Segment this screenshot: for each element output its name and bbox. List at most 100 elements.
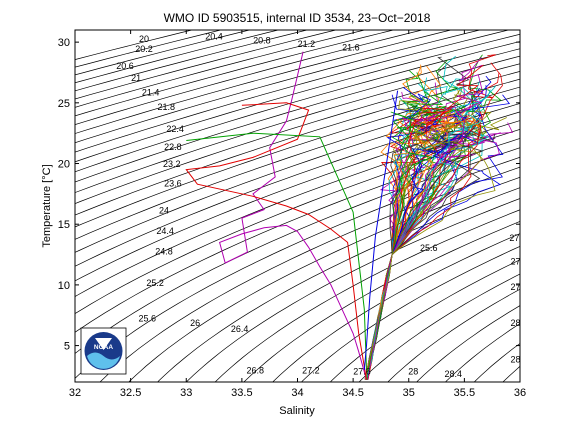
density-isoline bbox=[75, 48, 520, 183]
density-isoline bbox=[243, 221, 520, 382]
x-tick-label: 35 bbox=[403, 387, 415, 399]
density-label: 25.6 bbox=[139, 313, 157, 323]
density-isoline bbox=[75, 30, 280, 84]
density-isoline bbox=[75, 111, 520, 282]
density-isoline bbox=[75, 30, 395, 117]
x-tick-label: 33.5 bbox=[231, 387, 252, 399]
density-isoline bbox=[75, 86, 520, 240]
density-label: 27 bbox=[511, 282, 521, 292]
density-isoline bbox=[75, 33, 520, 163]
ts-profile-1 bbox=[185, 102, 367, 380]
density-label: 25.6 bbox=[420, 243, 438, 253]
density-label: 27.6 bbox=[353, 367, 371, 377]
density-isoline bbox=[358, 273, 520, 382]
y-tick-label: 30 bbox=[58, 37, 70, 49]
density-isoline bbox=[75, 138, 520, 333]
density-isoline bbox=[128, 176, 520, 382]
density-isoline bbox=[272, 233, 520, 382]
y-tick-label: 25 bbox=[58, 98, 70, 110]
density-label: 20.6 bbox=[116, 61, 134, 71]
density-isoline bbox=[75, 63, 520, 204]
density-label: 21.4 bbox=[142, 88, 160, 98]
x-tick-label: 36 bbox=[514, 387, 526, 399]
density-label: 21.6 bbox=[342, 43, 360, 53]
density-label: 21.2 bbox=[298, 39, 316, 49]
density-isoline bbox=[387, 288, 520, 382]
x-axis-ticks: 32 32.5 33 33.5 34 34.5 35 35.5 36 bbox=[69, 30, 526, 399]
density-label: 24 bbox=[159, 205, 169, 215]
density-isoline bbox=[75, 30, 482, 144]
density-isoline bbox=[75, 94, 520, 253]
density-isoline bbox=[329, 259, 520, 382]
density-label: 21 bbox=[131, 73, 141, 83]
y-tick-label: 20 bbox=[58, 159, 70, 171]
density-isolines bbox=[75, 30, 520, 382]
density-isoline bbox=[444, 323, 520, 382]
density-label: 20.4 bbox=[205, 32, 223, 42]
density-label: 22.4 bbox=[166, 124, 184, 134]
y-axis-label: Temperature [°C] bbox=[41, 164, 53, 247]
density-isoline bbox=[75, 30, 424, 125]
logo-bird-icon bbox=[95, 338, 112, 350]
density-isoline bbox=[75, 30, 367, 108]
x-tick-label: 34.5 bbox=[342, 387, 363, 399]
density-label: 26.8 bbox=[246, 366, 264, 376]
logo-wave-icon bbox=[87, 352, 120, 369]
density-isoline bbox=[75, 30, 309, 92]
ts-profile-3 bbox=[363, 90, 399, 370]
ts-profile-cloud bbox=[364, 54, 514, 380]
density-isoline bbox=[157, 187, 520, 382]
y-tick-label: 10 bbox=[58, 280, 70, 292]
density-isoline bbox=[75, 30, 252, 76]
density-label: 21.8 bbox=[157, 102, 175, 112]
x-tick-label: 35.5 bbox=[454, 387, 475, 399]
x-tick-label: 32.5 bbox=[120, 387, 141, 399]
ts-cloud-profile bbox=[365, 121, 482, 380]
ts-cloud-profile bbox=[366, 91, 444, 380]
ts-cloud-profile bbox=[365, 105, 473, 380]
density-isoline bbox=[214, 209, 520, 382]
noaa-logo: NOAA bbox=[80, 327, 127, 375]
density-label: 24.4 bbox=[156, 226, 174, 236]
x-tick-label: 33 bbox=[180, 387, 192, 399]
density-isoline bbox=[75, 30, 511, 153]
y-tick-label: 5 bbox=[64, 341, 70, 353]
x-axis-label: Salinity bbox=[279, 405, 315, 417]
ts-profile-0 bbox=[218, 51, 367, 380]
density-label: 27 bbox=[509, 233, 519, 243]
density-isoline bbox=[75, 30, 453, 134]
density-label: 23.6 bbox=[164, 179, 182, 189]
density-label: 20 bbox=[139, 34, 149, 44]
y-axis-ticks: 5 10 15 20 25 30 bbox=[58, 37, 520, 353]
density-label: 23.2 bbox=[163, 159, 181, 169]
ts-cloud-profile bbox=[365, 89, 491, 380]
ts-profiles bbox=[185, 51, 399, 380]
x-tick-label: 32 bbox=[69, 387, 81, 399]
density-isoline bbox=[300, 245, 520, 382]
y-tick-label: 15 bbox=[58, 219, 70, 231]
density-isoline bbox=[185, 198, 520, 382]
density-isoline bbox=[75, 129, 520, 315]
density-label: 26 bbox=[190, 318, 200, 328]
density-isoline bbox=[75, 30, 338, 100]
logo-text: NOAA bbox=[94, 344, 113, 351]
density-label: 25.2 bbox=[146, 278, 164, 288]
ts-profile-2 bbox=[186, 132, 367, 370]
density-label: 20.8 bbox=[253, 35, 271, 45]
density-label: 20.2 bbox=[135, 44, 153, 54]
density-label: 28.4 bbox=[444, 369, 462, 379]
density-label: 27 bbox=[511, 256, 521, 266]
chart-title: WMO ID 5903515, internal ID 3534, 23−Oct… bbox=[164, 11, 431, 25]
density-label: 27.2 bbox=[302, 366, 320, 376]
density-label: 28 bbox=[408, 367, 418, 377]
x-tick-label: 34 bbox=[291, 387, 303, 399]
density-label: 24.8 bbox=[155, 247, 173, 257]
density-isoline bbox=[75, 103, 520, 267]
density-isoline bbox=[75, 120, 520, 297]
density-isoline bbox=[75, 78, 520, 228]
density-label: 26.4 bbox=[231, 324, 249, 334]
plot-area bbox=[75, 30, 520, 382]
density-isoline bbox=[416, 305, 520, 382]
